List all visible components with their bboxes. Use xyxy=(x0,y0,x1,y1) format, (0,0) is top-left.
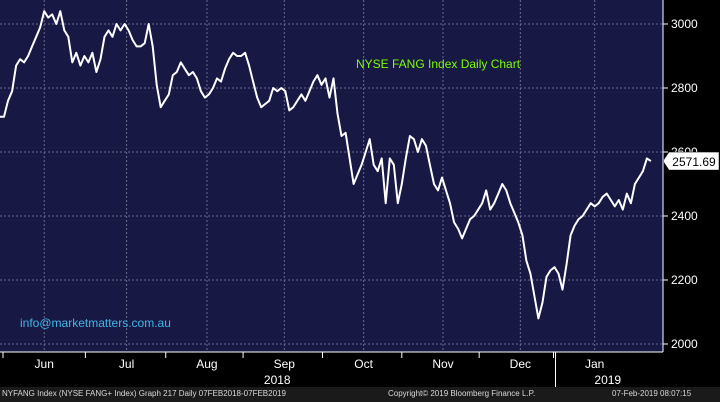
x-year-label: 2019 xyxy=(594,373,621,387)
x-month-label: Sep xyxy=(274,357,296,371)
x-month-label: Nov xyxy=(432,357,453,371)
series-line xyxy=(0,10,652,320)
annotation-email: info@marketmatters.com.au xyxy=(20,316,171,330)
x-month-label: Jan xyxy=(585,357,604,371)
footer-ticker-info: NYFANG Index (NYSE FANG+ Index) Graph 21… xyxy=(2,389,286,398)
x-month-label: Aug xyxy=(196,357,217,371)
last-value-box xyxy=(662,151,720,171)
chart-title: NYSE FANG Index Daily Chart xyxy=(356,57,521,71)
footer-bar xyxy=(0,387,720,402)
y-tick-label: 3000 xyxy=(671,17,698,31)
x-month-label: Jul xyxy=(119,357,134,371)
x-year-label: 2018 xyxy=(264,373,291,387)
x-month-label: Oct xyxy=(354,357,373,371)
y-tick-label: 2400 xyxy=(671,209,698,223)
footer-timestamp: 07-Feb-2019 08:07:15 xyxy=(612,389,692,398)
last-value-label: 2571.69 xyxy=(672,155,716,169)
x-month-label: Dec xyxy=(510,357,531,371)
y-tick-label: 2200 xyxy=(671,273,698,287)
footer-copyright: Copyright© 2019 Bloomberg Finance L.P. xyxy=(388,389,536,398)
plot-area xyxy=(0,0,663,352)
y-tick-label: 2000 xyxy=(671,337,698,351)
y-tick-label: 2800 xyxy=(671,81,698,95)
x-month-label: Jun xyxy=(35,357,54,371)
